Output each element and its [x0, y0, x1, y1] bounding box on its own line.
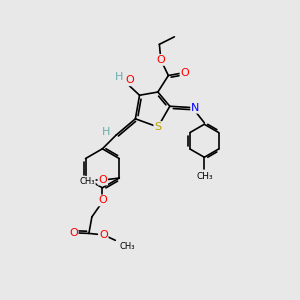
Text: O: O	[99, 230, 108, 240]
Text: H: H	[102, 127, 110, 137]
Text: O: O	[98, 175, 107, 184]
Text: CH₃: CH₃	[80, 176, 95, 185]
Text: O: O	[181, 68, 189, 77]
Text: O: O	[69, 228, 78, 238]
Text: O: O	[98, 195, 107, 206]
Text: CH₃: CH₃	[196, 172, 213, 181]
Text: O: O	[125, 75, 134, 85]
Text: H: H	[115, 72, 124, 82]
Text: CH₃: CH₃	[120, 242, 135, 251]
Text: O: O	[157, 55, 165, 65]
Text: S: S	[154, 122, 161, 132]
Text: N: N	[191, 103, 200, 113]
